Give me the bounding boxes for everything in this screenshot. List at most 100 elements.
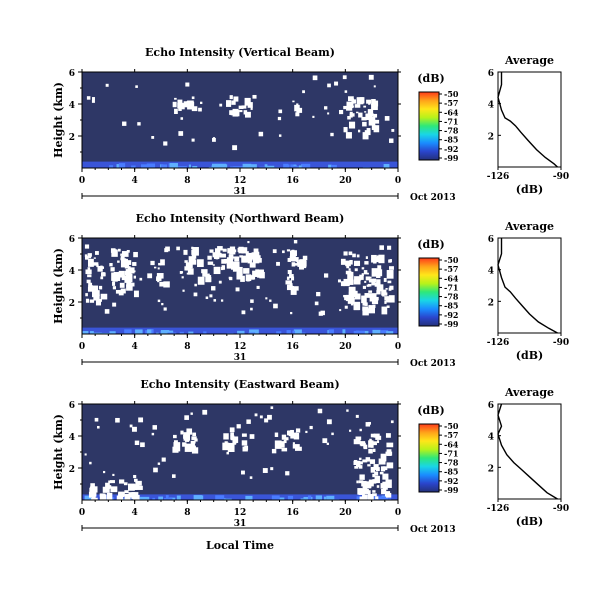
missing-data-cell xyxy=(238,105,244,109)
date-label: Oct 2013 xyxy=(410,359,456,369)
missing-data-cell xyxy=(290,434,297,439)
missing-data-cell xyxy=(359,428,362,432)
missing-data-cell xyxy=(371,113,374,116)
y-axis-label: Height (km) xyxy=(52,414,65,490)
missing-data-cell xyxy=(128,492,136,498)
surface-echo-cell xyxy=(272,166,280,168)
average-x-tick-label: -126 xyxy=(487,338,510,348)
missing-data-cell xyxy=(119,282,125,288)
missing-data-cell xyxy=(127,483,135,491)
missing-data-cell xyxy=(221,259,227,264)
surface-echo-cell xyxy=(151,329,154,334)
surface-echo-cell xyxy=(271,495,280,500)
missing-data-cell xyxy=(386,270,394,279)
missing-data-cell xyxy=(133,290,139,298)
missing-data-cell xyxy=(380,453,387,462)
missing-data-cell xyxy=(198,107,202,112)
missing-data-cell xyxy=(368,278,374,283)
colorbar xyxy=(418,257,440,327)
missing-data-cell xyxy=(131,426,137,432)
missing-data-cell xyxy=(135,85,138,88)
surface-echo-cell xyxy=(242,163,252,168)
missing-data-cell xyxy=(331,432,334,436)
missing-data-cell xyxy=(365,457,371,462)
colorbar-tick-label: -71 xyxy=(444,448,458,458)
missing-data-cell xyxy=(373,85,376,88)
surface-echo-cell xyxy=(303,496,313,500)
surface-echo-cell xyxy=(152,497,156,500)
missing-data-cell xyxy=(365,276,371,281)
missing-data-cell xyxy=(94,417,99,422)
surface-echo-cell xyxy=(383,163,390,168)
y-tick-label: 2 xyxy=(69,465,75,475)
missing-data-cell xyxy=(229,95,233,100)
y-tick-label: 2 xyxy=(69,133,75,143)
x-tick-label: 16 xyxy=(286,342,299,352)
missing-data-cell xyxy=(330,132,334,137)
missing-data-cell xyxy=(379,245,384,250)
missing-data-cell xyxy=(163,141,168,146)
missing-data-cell xyxy=(219,253,226,258)
surface-echo-cell xyxy=(388,498,392,500)
colorbar-tick-label: -92 xyxy=(444,144,458,154)
missing-data-cell xyxy=(211,286,216,291)
missing-data-cell xyxy=(174,97,177,100)
missing-data-cell xyxy=(110,267,115,272)
missing-data-cell xyxy=(156,276,161,281)
x-tick-label: 12 xyxy=(234,342,247,352)
missing-data-cell xyxy=(92,97,95,100)
missing-data-cell xyxy=(372,473,376,478)
missing-data-cell xyxy=(318,311,323,316)
missing-data-cell xyxy=(347,298,355,304)
missing-data-cell xyxy=(369,276,372,279)
surface-echo-layer xyxy=(82,494,398,500)
missing-data-cell xyxy=(256,285,260,289)
missing-data-cell xyxy=(288,432,292,437)
colorbar-tick-label: -99 xyxy=(444,485,459,495)
missing-data-cell xyxy=(118,290,124,296)
y-tick-label: 4 xyxy=(69,267,75,277)
missing-data-cell xyxy=(384,491,391,497)
missing-data-cell xyxy=(362,285,367,289)
missing-data-cell xyxy=(349,292,354,296)
missing-data-cell xyxy=(294,446,302,451)
surface-echo-cell xyxy=(147,329,154,334)
missing-data-cell xyxy=(381,488,387,495)
missing-data-cell xyxy=(178,131,184,136)
missing-data-cell xyxy=(378,458,386,465)
missing-data-cell xyxy=(386,449,392,456)
missing-data-cell xyxy=(100,276,104,280)
missing-data-cell xyxy=(171,474,176,478)
colorbar-tick-label: -99 xyxy=(444,319,459,329)
missing-data-cell xyxy=(327,112,330,115)
missing-data-cell xyxy=(343,294,347,298)
missing-data-cell xyxy=(267,414,272,420)
missing-data-cell xyxy=(231,100,236,105)
missing-data-cell xyxy=(374,282,379,287)
missing-data-cell xyxy=(356,254,360,258)
missing-data-cell xyxy=(191,254,197,259)
missing-data-cell xyxy=(212,138,216,142)
missing-data-cell xyxy=(375,269,383,277)
date-day-label: 31 xyxy=(234,519,247,529)
missing-data-cell xyxy=(391,128,395,132)
missing-data-cell xyxy=(295,112,300,117)
missing-data-cell xyxy=(337,279,341,283)
average-frame xyxy=(497,403,562,500)
missing-data-cell xyxy=(245,251,249,255)
x-tick-label: 4 xyxy=(132,342,138,352)
average-y-tick-label: 2 xyxy=(488,132,494,142)
missing-data-cell xyxy=(191,138,195,142)
missing-data-cell xyxy=(133,262,136,266)
missing-data-cell xyxy=(201,270,205,273)
missing-data-cell xyxy=(370,467,376,473)
missing-data-cell xyxy=(97,425,100,429)
date-day-label: 31 xyxy=(234,353,247,363)
missing-data-cell xyxy=(87,286,95,292)
missing-data-cell xyxy=(243,110,248,115)
missing-data-cell xyxy=(279,441,285,448)
missing-data-cell xyxy=(112,286,117,290)
missing-data-cell xyxy=(134,440,140,446)
surface-echo-cell xyxy=(193,495,202,500)
missing-data-cell xyxy=(173,442,181,452)
